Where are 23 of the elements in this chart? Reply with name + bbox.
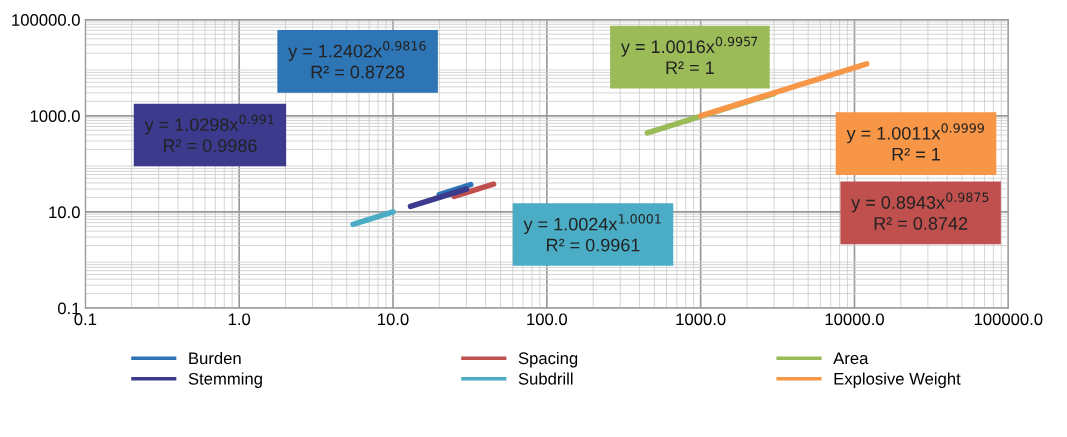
legend-label: Subdrill [518,372,573,385]
text: y = 1.0011x$^{0.9999}$ R² = 1 [846,123,984,161]
annotation: y = 1.0024x$^{1.0001}$ R² = 0.9961 [523,214,661,252]
annotation: y = 1.2402x$^{0.9816}$ R² = 0.8728 [288,41,426,79]
legend-label: Stemming [188,372,262,388]
x-tick-label: 10.0 [378,313,409,326]
annotation: y = 0.8943x$^{0.9875}$ R² = 0.8742 [851,192,989,230]
x-tick-label: 100000.0 [974,313,1043,326]
text: y = 1.0016x$^{0.9957}$ R² = 1 [620,36,758,74]
legend-label: Spacing [518,351,578,368]
legend-label: Area [833,352,869,365]
x-tick-label: 1000.0 [676,313,726,326]
y-tick-label: 0.1 [57,302,80,315]
x-tick-label: 0.1 [74,313,97,326]
y-tick-label: 100000.0 [12,14,80,26]
legend-label: Burden [189,351,241,365]
x-tick-label: 100.0 [527,313,568,326]
x-tick-label: 10000.0 [825,313,884,326]
x-tick-label: 1.0 [228,313,251,326]
y-tick-label: 10.0 [49,206,80,219]
annotation: y = 1.0298x$^{0.991}$ R² = 0.9986 [144,114,274,152]
y-tick-label: 1000.0 [30,110,80,123]
legend-label: Explosive Weight [834,372,961,388]
